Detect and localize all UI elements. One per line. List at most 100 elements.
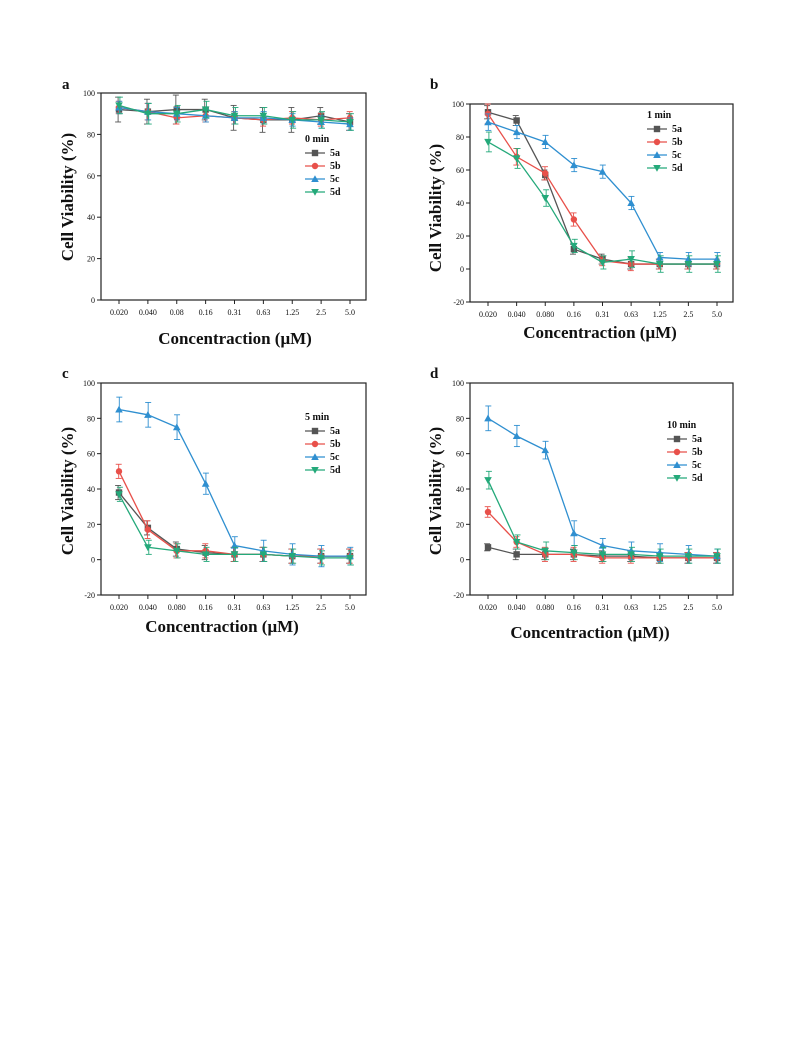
x-tick-label: 0.040 <box>508 310 526 319</box>
x-tick-label: 0.63 <box>256 603 270 612</box>
data-point <box>172 547 181 555</box>
y-tick-label: 100 <box>452 379 464 388</box>
x-tick-label: 0.31 <box>228 603 242 612</box>
plot-frame <box>100 92 367 301</box>
data-point <box>201 111 210 119</box>
legend-marker <box>311 453 319 461</box>
data-point <box>317 554 325 562</box>
x-tick-label: 0.040 <box>139 308 157 317</box>
data-point <box>655 253 664 261</box>
y-tick-label: -20 <box>453 298 464 307</box>
legend-label: 5d <box>672 163 683 174</box>
series-5c <box>484 113 721 267</box>
y-tick-label: 20 <box>87 520 95 529</box>
y-tick-label: 100 <box>83 379 95 388</box>
y-tick-label: 40 <box>456 199 464 208</box>
data-point <box>288 116 297 124</box>
y-tick-label: 100 <box>83 89 95 98</box>
data-point <box>115 405 123 413</box>
x-tick-label: 5.0 <box>345 603 355 612</box>
series-5d <box>115 486 354 566</box>
x-tick-label: 0.31 <box>228 308 242 317</box>
data-point <box>713 553 721 560</box>
x-axis-title: Concentraction (μM) <box>145 617 299 636</box>
y-tick-label: 80 <box>87 130 95 139</box>
x-tick-label: 0.63 <box>624 603 638 612</box>
legend-marker <box>653 151 661 159</box>
y-tick-label: -20 <box>84 591 95 600</box>
data-point <box>570 161 578 169</box>
y-tick-label: 60 <box>456 450 464 459</box>
data-point <box>655 261 664 268</box>
data-point <box>513 551 520 558</box>
plot-frame <box>469 103 734 303</box>
legend-marker <box>653 138 661 146</box>
panel-letter: a <box>62 77 70 93</box>
chart-panel-a: a 0 20 40 60 80 100 0.020 0.040 0.08 0.16 0.31 0.63 1… <box>58 77 367 348</box>
y-tick-label: 80 <box>456 133 464 142</box>
data-point <box>627 260 635 268</box>
series-5a <box>484 105 721 270</box>
y-tick-label: 20 <box>456 232 464 241</box>
x-tick-label: 5.0 <box>712 603 722 612</box>
x-axis-title: Concentraction (μM)) <box>510 623 669 642</box>
legend-title: 5 min <box>305 412 330 423</box>
x-tick-label: 2.5 <box>316 603 326 612</box>
x-tick-label: 1.25 <box>653 310 667 319</box>
legend: 10 min 5a 5b 5c 5d <box>667 420 703 484</box>
data-point <box>144 411 152 418</box>
data-point <box>713 261 721 268</box>
panel-letter: d <box>430 366 439 382</box>
y-tick-label: 80 <box>456 414 464 423</box>
y-tick-label: 0 <box>460 556 464 565</box>
data-point <box>512 155 521 163</box>
x-tick-label: 0.16 <box>199 603 213 612</box>
x-tick-label: 0.16 <box>567 310 581 319</box>
series-line-5a <box>487 111 717 265</box>
data-point <box>598 551 607 559</box>
x-tick-label: 2.5 <box>316 308 326 317</box>
y-axis-title: Cell Viability (%) <box>426 144 445 272</box>
data-point <box>684 255 693 263</box>
data-point <box>513 117 520 124</box>
data-point <box>541 195 550 202</box>
data-point <box>512 128 521 136</box>
data-point <box>484 118 492 126</box>
y-tick-label: 0 <box>91 296 95 305</box>
x-tick-label: 0.020 <box>110 603 128 612</box>
data-point <box>201 551 210 559</box>
x-axis-title: Concentraction (μM) <box>523 323 677 342</box>
data-point <box>484 414 492 422</box>
data-point <box>570 242 578 250</box>
y-axis-title: Cell Viability (%) <box>426 427 445 555</box>
data-point <box>627 256 635 263</box>
data-point <box>346 554 354 562</box>
data-point <box>512 432 521 440</box>
data-point <box>317 116 325 124</box>
legend-title: 1 min <box>647 110 672 121</box>
legend-marker <box>311 427 319 435</box>
legend-label: 5c <box>672 150 682 161</box>
x-tick-label: 0.080 <box>168 603 186 612</box>
y-tick-label: 100 <box>452 100 464 109</box>
data-point <box>484 544 492 551</box>
x-tick-label: 0.020 <box>479 603 497 612</box>
legend-label: 5d <box>692 473 703 484</box>
x-tick-label: 2.5 <box>683 310 693 319</box>
y-tick-label: 60 <box>456 166 464 175</box>
series-5c <box>115 396 354 568</box>
y-tick-label: 40 <box>87 485 95 494</box>
data-point <box>201 106 210 114</box>
legend-marker <box>673 448 681 456</box>
legend-title: 0 min <box>305 134 330 145</box>
x-tick-label: 0.020 <box>479 310 497 319</box>
data-point <box>684 553 693 560</box>
data-point <box>230 112 239 120</box>
legend-marker <box>653 125 661 133</box>
legend-marker <box>311 149 319 157</box>
chart-panel-c: c -20 0 20 40 60 80 100 0.020 0.040 0.080 0.16 0.31 0… <box>58 366 367 636</box>
series-line-5c <box>487 121 717 260</box>
y-tick-label: 40 <box>87 213 95 222</box>
panel-letter: b <box>430 77 438 93</box>
